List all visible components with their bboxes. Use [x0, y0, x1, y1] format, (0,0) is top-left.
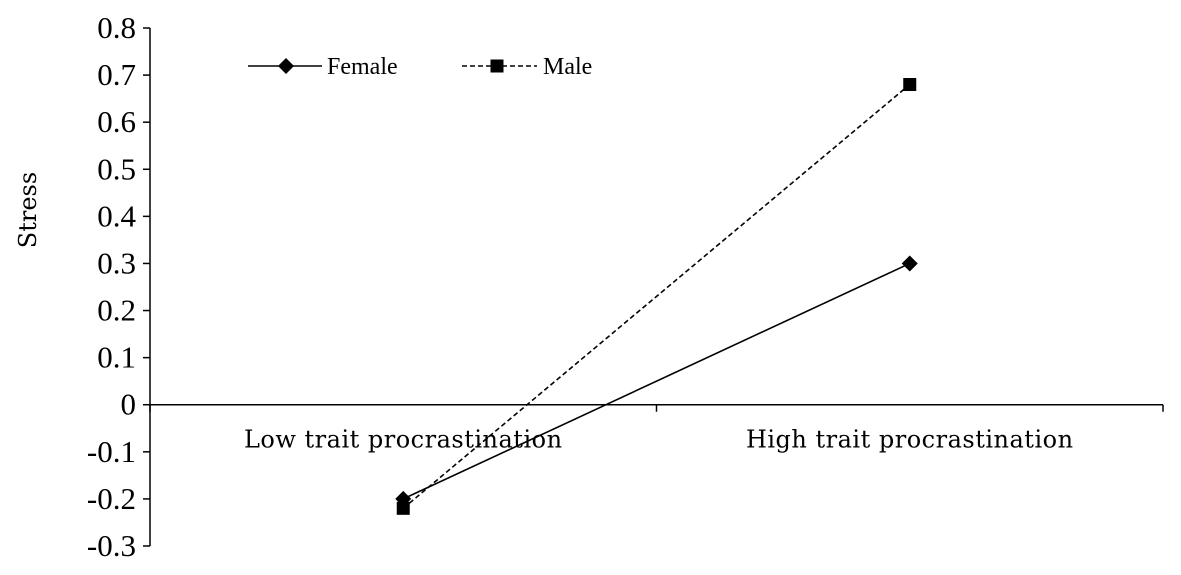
legend-entry-male: Male — [462, 54, 592, 80]
legend-marker — [490, 59, 504, 73]
y-tick-label: 0.4 — [97, 198, 136, 233]
y-tick-label: -0.1 — [87, 434, 136, 469]
y-tick-label: 0.5 — [97, 151, 136, 186]
legend: Female Male — [248, 54, 592, 80]
data-point-male — [903, 78, 917, 92]
y-axis — [143, 27, 151, 547]
legend-entry-female: Female — [248, 54, 398, 80]
legend-label: Female — [327, 54, 398, 80]
x-category-label: High trait procrastination — [746, 426, 1074, 454]
data-point-female — [901, 255, 918, 272]
series-male — [396, 78, 917, 515]
y-tick-label: -0.3 — [87, 528, 136, 563]
y-tick-label: 0.7 — [97, 57, 136, 92]
y-tick-label: 0.1 — [97, 340, 136, 375]
series-layer — [395, 78, 918, 515]
legend-label: Male — [543, 54, 592, 80]
y-tick-label: 0.8 — [97, 10, 136, 45]
y-tick-label: 0.2 — [97, 293, 136, 328]
series-line-female — [402, 262, 911, 500]
y-axis-title: Stress — [14, 172, 42, 248]
data-point-male — [396, 501, 410, 515]
y-tick-labels: 0.8 0.7 0.6 0.5 0.4 0.3 0.2 0.1 0 -0.1 -0.2 -0.3 — [87, 10, 137, 563]
y-tick-label: 0.6 — [97, 104, 136, 139]
x-category-label: Low trait procrastination — [244, 426, 563, 454]
x-axis — [149, 403, 1164, 412]
y-tick-label: 0 — [121, 387, 137, 422]
series-line-male — [402, 83, 911, 509]
series-female — [395, 255, 918, 507]
legend-marker — [278, 58, 294, 74]
x-category-labels: Low trait procrastination High trait proc… — [244, 426, 1074, 454]
y-tick-label: -0.2 — [87, 481, 136, 516]
y-tick-label: 0.3 — [97, 245, 136, 280]
